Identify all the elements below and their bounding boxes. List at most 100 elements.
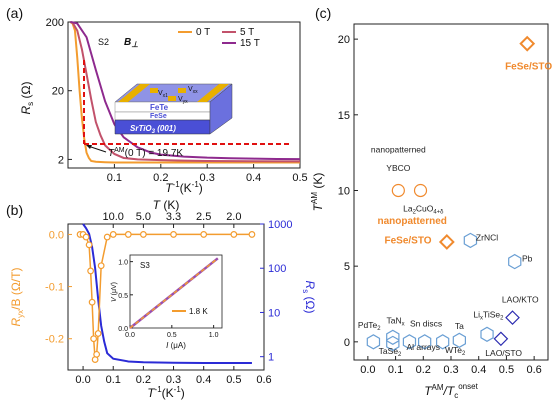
panel-b-ryx-point (93, 350, 101, 358)
panel-c-point-diamond (438, 234, 455, 250)
panel-c-point-hexagon (508, 253, 522, 270)
panel-c-point-label: FeSe/STO (505, 61, 552, 72)
panel-a-ytick-label: 200 (46, 17, 64, 29)
panel-b-inset-ylabel: V (μV) (111, 282, 118, 302)
panel-c-xtick-label: 0.4 (471, 364, 486, 376)
panel-c-point-hexagon (366, 334, 381, 350)
panel-b-ryx-point (85, 241, 93, 249)
panel-b-ryx-point (124, 231, 132, 238)
panel-b-inset-ytick-label: 0.0 (118, 326, 128, 333)
panel-a-series-line (70, 21, 301, 161)
panel-b-inset-sample: S3 (140, 261, 150, 270)
panel-c-point-label: FeSe/STO (385, 235, 432, 246)
panel-c-ytick-label: 5 (344, 261, 350, 273)
panel-c-ytick-label: 15 (338, 110, 350, 122)
panel-c-point-label: PdTe2 (358, 320, 381, 332)
panel-b-xtick-label: 0.6 (256, 374, 271, 386)
panel-c-point-diamond (519, 35, 536, 52)
layer-label-fese: FeSe (150, 113, 167, 120)
panel-b-xtick-label: 0.4 (196, 374, 211, 386)
panel-b-inset-xlabel: I (μA) (166, 341, 186, 350)
panel-c-point-label: WTe2 (445, 345, 465, 357)
panel-c-label-part: Li (473, 310, 480, 320)
panel-b-top-xtick-label: 5.0 (136, 211, 151, 223)
panel-b-ryx-point (90, 335, 98, 343)
panel-b-right-ytick-label: 10 (268, 307, 280, 319)
panel-c-label-part: TaN (387, 316, 402, 326)
panel-c-label-part: x (402, 322, 405, 328)
panel-b-ryx-point (170, 231, 177, 238)
panel-b-inset-ytick-label: 1.0 (118, 260, 128, 267)
device-pad-2 (178, 88, 186, 93)
layer-label-fete: FeTe (150, 103, 169, 112)
panel-c-xtick-label: 0.5 (499, 364, 514, 376)
panel-c-point-label: Ta (455, 321, 464, 331)
panel-b-xlabel: T-1(K-1) (147, 385, 185, 400)
panel-c-label-part: Al arrays (407, 342, 441, 352)
panel-c-point-circle (413, 183, 428, 198)
panel-a-series-line (70, 21, 301, 163)
panel-c-point-label: Sn discs (410, 319, 442, 329)
panel-b-ryx-point (94, 330, 102, 337)
panel-c-label-part: ZrNCl (476, 232, 498, 242)
panel-b-right-ytick-label: 1 (268, 352, 274, 364)
panel-b-xtick-label: 0.0 (75, 374, 90, 386)
panel-c-point-label: Al arrays (407, 342, 441, 352)
panel-c-point-label: LAO/KTO (502, 294, 539, 304)
panel-a-field: B⊥ (124, 37, 138, 49)
panel-label-b: (b) (6, 202, 23, 218)
panel-b-ryx-point (230, 231, 238, 238)
panel-b-inset-legend-label: 1.8 K (189, 307, 208, 316)
panel-b-top-xtick-label: 10.0 (103, 211, 124, 223)
panel-b-ryx-point (109, 231, 117, 238)
layer-label-substrate: SrTiO3 (001) (130, 124, 176, 135)
panel-a-ytick-label: 2 (58, 154, 64, 166)
panel-c-label-part: 2 (398, 352, 401, 358)
panel-c-label-part: LAO/KTO (502, 294, 539, 304)
panel-c-point-label: nanopatterned (371, 145, 426, 155)
panel-b-ryx-point (97, 262, 105, 270)
panel-c-point-label: LAO/STO (485, 348, 522, 358)
panel-c-point-label: Pb (522, 254, 533, 264)
panel-c-point-label: TaNx (387, 316, 405, 328)
panel-b-xtick-label: 0.1 (106, 374, 121, 386)
panel-c-frame (353, 23, 549, 361)
device-side-face (209, 83, 233, 135)
panel-b-ryx-point (139, 231, 147, 238)
panel-b-inset-xtick-label: 1.0 (209, 332, 219, 339)
panel-a-xtick-label: 0.1 (107, 172, 122, 184)
panel-c-label-part: 2 (500, 316, 503, 322)
panel-c-chart: 0.0 0.1 0.2 0.3 0.4 0.5 0.6 0 5 10 15 20 FeSe/STO na… (310, 23, 552, 400)
panel-b-left-ytick-label: -0.1 (45, 282, 64, 294)
panel-b-ylabel-left: Ryx/B (Ω/T) (9, 268, 25, 327)
panel-c-label-part: TaSe (379, 346, 399, 356)
panel-b-ylabel-right: Rs (Ω) (301, 281, 317, 314)
panel-b-frame (67, 223, 265, 371)
panel-a-xtick-label: 0.3 (200, 172, 215, 184)
panel-c-point-hexagon (452, 332, 466, 348)
panel-c-point-hexagon (386, 335, 400, 352)
panel-c-label-part: La (403, 204, 413, 214)
panel-c-point-circle (391, 183, 405, 198)
panel-label-c: (c) (315, 5, 331, 21)
panel-b-inset: 0.0 0.5 1.0 0.0 0.5 1.0 S3 1.8 K I (μA) V (μV… (111, 254, 223, 350)
panel-a-legend-label: 15 T (240, 38, 260, 49)
panel-a-xtick-label: 0.2 (153, 172, 168, 184)
panel-b-ryx-point (103, 233, 111, 241)
panel-b-right-ytick-label: 1000 (268, 219, 292, 231)
panel-b-ryx-point (87, 267, 95, 275)
device-pad-3 (168, 96, 176, 101)
panel-a-xlabel: T-1(K-1) (165, 180, 203, 195)
contact-label-vx1: Vx1 (158, 90, 168, 99)
panel-c-point-label: nanopatterned (377, 216, 446, 227)
panel-c-ytick-label: 0 (344, 337, 350, 349)
panel-a-sample: S2 (98, 37, 109, 47)
panel-c-label-part: LAO/STO (485, 348, 522, 358)
panel-b-inset-xtick-label: 0.5 (167, 332, 177, 339)
panel-b-inset-xtick-label: 0.0 (125, 332, 135, 339)
panel-c-xlabel: TAM/Tconset (424, 382, 478, 400)
panel-b-left-ytick-label: 0.0 (49, 229, 64, 241)
panel-b-top-xtick-label: 3.3 (166, 211, 181, 223)
panel-b-right-ytick-label: 100 (268, 263, 286, 275)
